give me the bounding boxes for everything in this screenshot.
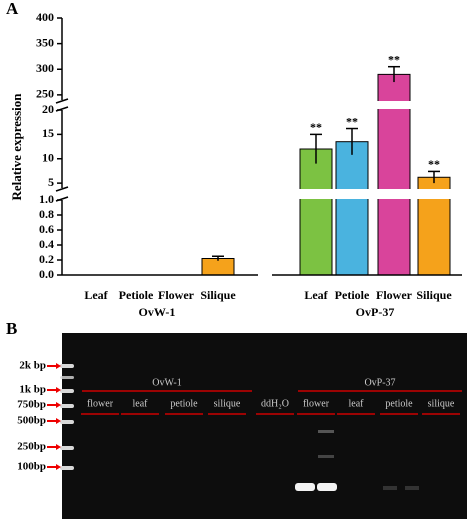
lane-label: petiole	[170, 398, 198, 409]
lane-label: leaf	[349, 398, 365, 409]
marker-arrow-head	[56, 402, 61, 408]
axis-gap	[258, 273, 272, 277]
marker-label: 100bp	[17, 461, 46, 473]
break-mark	[55, 98, 69, 104]
panel-label: B	[6, 319, 17, 338]
lane-label: petiole	[385, 398, 413, 409]
bar	[201, 258, 235, 276]
y-tick-label: 0.2	[39, 252, 54, 266]
lane-label: flower	[303, 398, 330, 409]
gel-image	[62, 333, 467, 519]
axis-break	[55, 189, 462, 199]
marker-arrow-head	[56, 418, 61, 424]
axis-break	[55, 101, 462, 109]
group-label: OvP-37	[364, 377, 395, 388]
y-tick-label: 10	[42, 151, 54, 165]
marker-arrow-head	[56, 387, 61, 393]
lane-label: silique	[428, 398, 455, 409]
group-label: OvW-1	[139, 305, 176, 319]
y-tick-label: 0.6	[39, 222, 54, 236]
y-tick-label: 1.0	[39, 192, 54, 206]
group-label: OvP-37	[356, 305, 395, 319]
significance: **	[346, 114, 358, 128]
marker-label: 2k bp	[19, 360, 46, 372]
x-tick-label: Silique	[416, 288, 452, 302]
marker-label: 500bp	[17, 415, 46, 427]
y-axis-label: Relative expression	[9, 93, 24, 201]
lane-label: flower	[87, 398, 114, 409]
gel-bands	[295, 430, 419, 491]
lane-label: silique	[214, 398, 241, 409]
y-tick-label: 20	[42, 102, 54, 116]
lane-label: ddH₂O	[261, 398, 289, 409]
significance: **	[310, 120, 322, 134]
marker-label: 750bp	[17, 399, 46, 411]
y-tick-label: 0.0	[39, 267, 54, 281]
panel-label: A	[6, 0, 19, 18]
marker-arrow-head	[56, 464, 61, 470]
marker-arrow-head	[56, 444, 61, 450]
x-tick-label: Petiole	[119, 288, 154, 302]
break-mark	[55, 186, 69, 192]
x-tick-label: Flower	[158, 288, 195, 302]
significance: **	[388, 52, 400, 66]
y-tick-label: 350	[36, 35, 54, 49]
bar-chart: Leaf Petiole Flower Silique**Leaf**Petiole*…	[36, 10, 462, 319]
y-tick-label: 300	[36, 61, 54, 75]
y-tick-label: 250	[36, 87, 54, 101]
gel-labels: 2k bp 1k bp 750bp 500bp 250bp 100bp OvW-1 OvP-3…	[17, 360, 462, 473]
ladder	[60, 364, 74, 470]
y-tick-label: 15	[42, 126, 54, 140]
bar	[335, 141, 369, 276]
y-tick-label: 0.4	[39, 237, 54, 251]
marker-arrow-head	[56, 363, 61, 369]
y-tick-label: 0.8	[39, 207, 54, 221]
y-tick-label: 400	[36, 10, 54, 24]
x-tick-label: Leaf	[304, 288, 328, 302]
x-tick-label: Flower	[376, 288, 413, 302]
marker-label: 250bp	[17, 441, 46, 453]
x-tick-label: Petiole	[335, 288, 370, 302]
significance: **	[428, 157, 440, 171]
marker-label: 1k bp	[19, 384, 46, 396]
group-label: OvW-1	[152, 377, 181, 388]
bar	[299, 148, 333, 276]
x-tick-label: Silique	[200, 288, 236, 302]
x-tick-label: Leaf	[84, 288, 108, 302]
lane-label: leaf	[133, 398, 149, 409]
y-tick-label: 5	[48, 175, 54, 189]
